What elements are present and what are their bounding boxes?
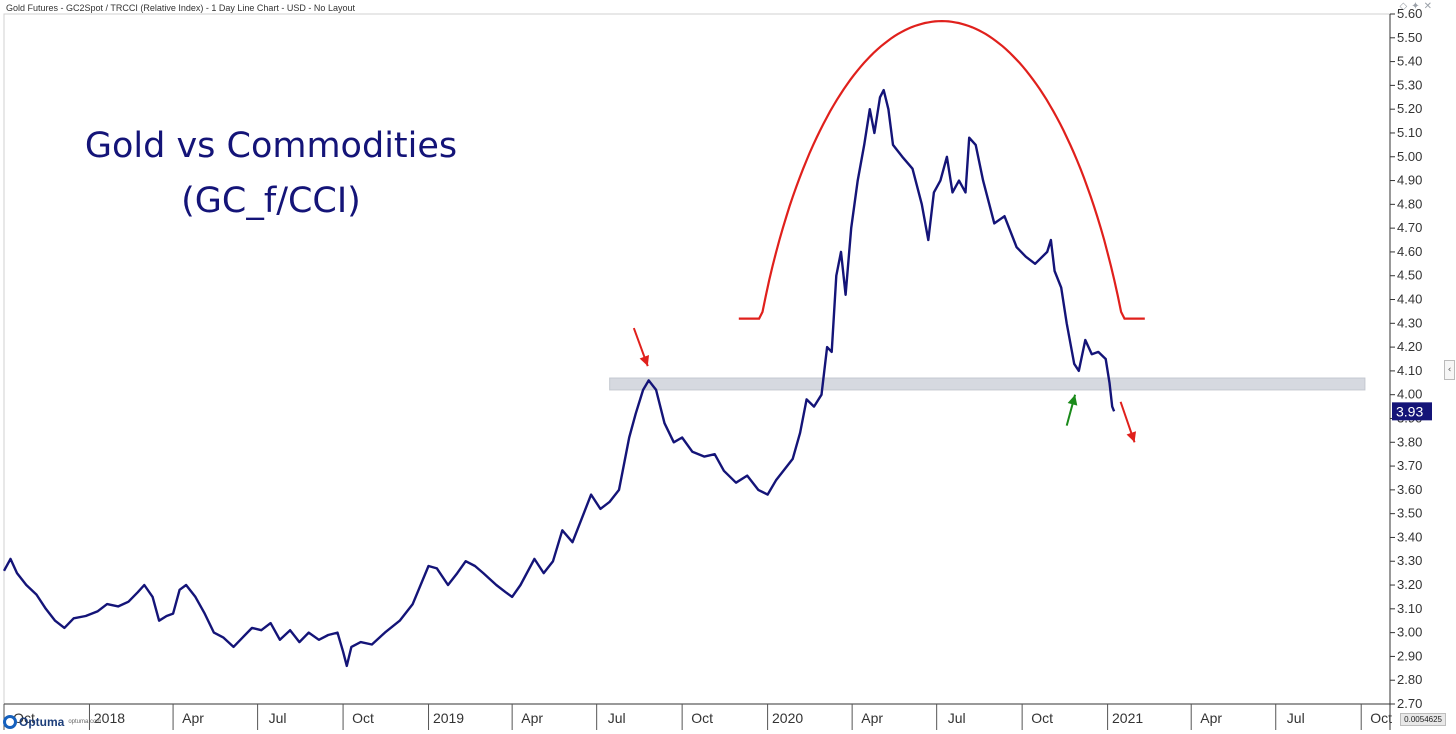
brand-url: optuma.com: [68, 719, 102, 725]
y-tick-label: 4.70: [1397, 220, 1422, 235]
y-tick-label: 3.80: [1397, 434, 1422, 449]
y-tick-label: 4.60: [1397, 244, 1422, 259]
x-tick-label: Apr: [861, 710, 883, 726]
close-icon[interactable]: ✕: [1423, 1, 1436, 12]
arrow-head: [1067, 394, 1078, 406]
plot-frame: [3, 13, 1391, 705]
x-tick-label: Oct: [1370, 710, 1392, 726]
x-tick-label: Apr: [521, 710, 543, 726]
chart-subtitle: (GC_f/CCI): [181, 181, 361, 221]
arrow-head: [1126, 431, 1137, 443]
chart-title: Gold vs Commodities: [85, 126, 457, 166]
y-tick-label: 3.10: [1397, 601, 1422, 616]
y-tick-label: 4.40: [1397, 292, 1422, 307]
arrow-head: [639, 355, 650, 367]
y-tick-label: 5.20: [1397, 101, 1422, 116]
pin-icon[interactable]: ✦: [1411, 1, 1424, 12]
resistance-band: [609, 377, 1366, 391]
x-tick-label: Apr: [182, 710, 204, 726]
x-tick-label: Jul: [269, 710, 287, 726]
x-tick-label: 2021: [1112, 710, 1143, 726]
resistance-band-layer: [609, 377, 1366, 391]
y-tick-label: 3.20: [1397, 577, 1422, 592]
y-tick-label: 2.90: [1397, 648, 1422, 663]
x-axis[interactable]: Oct 2018 Apr Jul Oct 2019 Apr Jul Oct 2020 Apr Jul O…: [3, 704, 1392, 730]
y-tick-label: 5.10: [1397, 125, 1422, 140]
y-tick-label: 3.40: [1397, 529, 1422, 544]
x-tick-label: Oct: [13, 710, 35, 726]
price-line: [2, 88, 1116, 668]
x-tick-label: 2020: [772, 710, 803, 726]
y-tick-label: 4.00: [1397, 387, 1422, 402]
diamond-icon[interactable]: ◇: [1399, 1, 1412, 12]
last-value-layer: 3.93: [1392, 402, 1432, 421]
x-tick-label: Apr: [1200, 710, 1222, 726]
x-tick-label: Jul: [1287, 710, 1305, 726]
rounding-top-arc: [738, 19, 1145, 320]
y-tick-label: 3.70: [1397, 458, 1422, 473]
price-line-layer: [2, 88, 1116, 668]
y-tick-label: 5.60: [1397, 6, 1422, 21]
chevron-left-icon[interactable]: ‹: [1444, 360, 1455, 380]
chart-window-title: Gold Futures - GC2Spot / TRCCI (Relative…: [6, 3, 355, 13]
y-axis[interactable]: 2.70 2.80 2.90 3.00 3.10 3.20 3.30 3.40 3.50 3.60…: [1390, 6, 1422, 711]
last-value-label: 3.93: [1396, 403, 1423, 419]
rounding-top-arc-layer: [738, 19, 1145, 320]
y-tick-label: 4.30: [1397, 315, 1422, 330]
y-tick-label: 2.80: [1397, 672, 1422, 687]
y-tick-label: 2.70: [1397, 696, 1422, 711]
y-tick-label: 4.80: [1397, 196, 1422, 211]
x-tick-label: Oct: [1031, 710, 1053, 726]
y-tick-label: 5.00: [1397, 149, 1422, 164]
x-tick-label: 2019: [433, 710, 464, 726]
optuma-logo: Optuma optuma.com: [3, 713, 101, 731]
y-tick-label: 5.30: [1397, 77, 1422, 92]
arrow-layer: [632, 327, 1137, 443]
annotation-arrow-3: [1119, 401, 1137, 443]
x-tick-label: Jul: [948, 710, 966, 726]
y-tick-label: 4.90: [1397, 173, 1422, 188]
x-tick-label: Jul: [608, 710, 626, 726]
y-tick-label: 3.30: [1397, 553, 1422, 568]
y-tick-label: 4.20: [1397, 339, 1422, 354]
brand-name: Optuma: [19, 715, 65, 729]
x-tick-label: 2018: [94, 710, 125, 726]
optuma-logo-icon: [3, 715, 17, 729]
x-tick-label: Oct: [691, 710, 713, 726]
y-tick-label: 5.40: [1397, 54, 1422, 69]
scale-readout: 0.0054625: [1400, 713, 1446, 726]
y-tick-label: 5.50: [1397, 30, 1422, 45]
x-tick-label: Oct: [352, 710, 374, 726]
annotation-arrow-2: [1065, 394, 1078, 426]
plot-area: [3, 13, 1391, 730]
last-value-badge: [1392, 402, 1432, 421]
y-tick-label: 3.00: [1397, 625, 1422, 640]
y-tick-label: 3.50: [1397, 506, 1422, 521]
y-tick-label: 4.10: [1397, 363, 1422, 378]
annotation-arrow-1: [632, 327, 650, 367]
window-toolbar[interactable]: ◇✦✕: [1400, 1, 1436, 12]
y-tick-label: 3.60: [1397, 482, 1422, 497]
y-tick-label: 4.50: [1397, 268, 1422, 283]
